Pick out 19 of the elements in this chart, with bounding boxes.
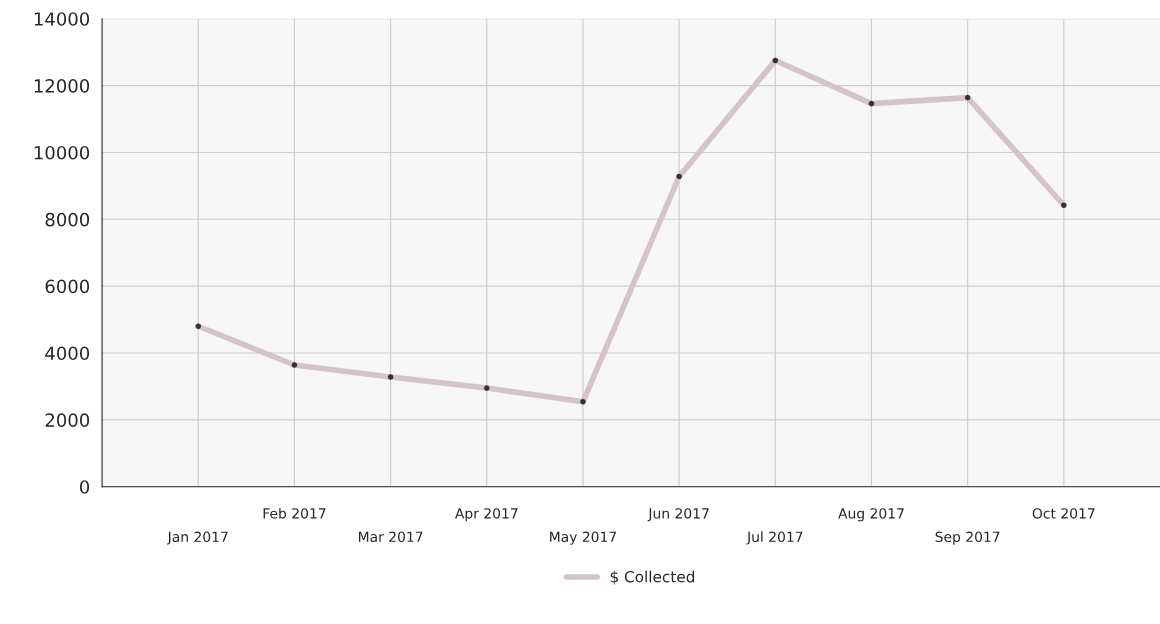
x-tick-label: Jan 2017 (166, 531, 228, 545)
x-tick-label: Jun 2017 (647, 508, 709, 522)
x-tick-label: Sep 2017 (935, 531, 1000, 545)
y-tick-label: 2000 (45, 413, 90, 427)
x-tick-label: Feb 2017 (263, 507, 326, 519)
x-tick-label: Oct 2017 (1032, 508, 1095, 519)
y-tick-label: 14000 (34, 12, 90, 26)
y-tick-label: 8000 (45, 212, 90, 227)
x-tick-label: May 2017 (550, 531, 616, 545)
y-tick-label: 12000 (34, 79, 90, 93)
x-tick-label: Jul 2017 (746, 531, 803, 545)
legend-label: $ Collected (610, 570, 695, 585)
x-tick-label: Mar 2017 (358, 531, 423, 543)
y-tick-label: 4000 (45, 346, 90, 361)
y-tick-label: 10000 (34, 145, 90, 160)
x-tick-label: Aug 2017 (838, 508, 904, 522)
x-tick-label: Apr 2017 (454, 508, 518, 522)
y-tick-label: 6000 (45, 279, 90, 294)
y-tick-label: 0 (79, 480, 90, 494)
